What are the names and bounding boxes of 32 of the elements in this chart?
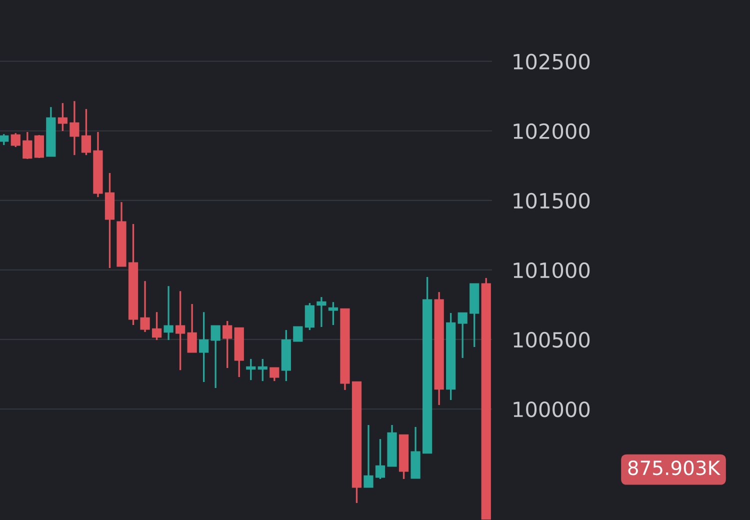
candlestick [316,296,326,328]
candlestick [246,358,256,381]
candlestick [81,108,92,156]
candlestick [199,311,209,383]
y-tick-label: 100000 [514,401,590,418]
candlestick [270,367,280,382]
candlestick [58,102,68,132]
candlestick [70,100,80,156]
candlestick [458,312,468,359]
y-tick-label: 102000 [514,123,590,140]
candlestick [222,320,232,369]
candlestick [152,311,162,341]
candlestick [10,132,20,148]
text: 875.903K [628,460,720,476]
candlestick [304,302,314,331]
y-tick-label: 101000 [514,262,590,278]
candlestick [176,290,186,371]
candlestick [187,303,197,353]
candlestick [375,438,386,480]
candlestick [258,358,268,382]
candlestick [0,133,9,146]
y-tick-label: 102500 [514,54,590,70]
candlestick [328,301,338,326]
candlestick [34,134,44,159]
candlestick [210,325,220,389]
candlestick [22,131,32,160]
candlestick [364,424,374,488]
y-tick-label: 100500 [514,332,590,348]
candlestick [164,285,174,341]
y-tick-label: 101500 [514,192,590,209]
candlestick [140,280,150,333]
candlestick [293,326,303,342]
